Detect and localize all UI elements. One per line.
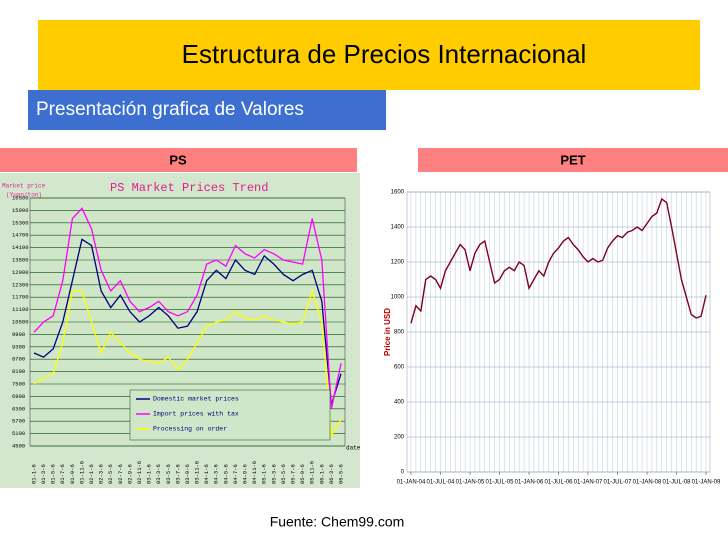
y-tick-label: 600 (394, 365, 405, 371)
ps-header: PS (169, 152, 187, 167)
y-tick-label: 8100 (12, 368, 25, 375)
x-tick-label: 05-1-6 (261, 464, 268, 484)
x-tick-label: 01-11-6 (78, 461, 85, 484)
legend-label: Import prices with tax (153, 411, 239, 418)
y-tick-label: 9300 (12, 343, 25, 350)
x-tick-label: 02-9-6 (126, 464, 133, 484)
slide-title: Estructura de Precios Internacional (182, 39, 587, 69)
ps-y-label: (Yuan/ton) (6, 192, 42, 199)
x-tick-label: 04-5-6 (222, 464, 229, 484)
y-tick-label: 5100 (12, 430, 25, 437)
pet-header-bar (418, 148, 728, 172)
x-tick-label: 01-JAN-06 (515, 480, 544, 486)
x-tick-label: 05-11-6 (309, 461, 316, 484)
x-tick-label: 01-JAN-08 (633, 480, 662, 486)
y-tick-label: 11100 (12, 306, 29, 313)
y-tick-label: 12900 (12, 269, 29, 276)
series-line (33, 288, 342, 438)
x-tick-label: 01-JAN-09 (692, 480, 721, 486)
x-tick-label: 04-9-6 (242, 464, 249, 484)
legend (129, 389, 331, 441)
y-tick-label: 12300 (12, 281, 29, 288)
title-bar (38, 20, 700, 90)
series-line (410, 197, 707, 324)
x-tick-label: 03-5-6 (165, 464, 172, 484)
x-tick-label: 05-7-6 (289, 464, 296, 484)
y-tick-label: 6900 (12, 393, 25, 400)
x-tick-label: 01-3-6 (40, 464, 47, 484)
y-tick-label: 15900 (12, 207, 29, 214)
x-tick-label: 01-7-6 (59, 464, 66, 484)
y-tick-label: 10500 (12, 318, 29, 325)
x-tick-label: 01-JUL-05 (485, 480, 514, 486)
x-tick-label: 02-5-6 (107, 464, 114, 484)
x-tick-label: 01-9-6 (69, 464, 76, 484)
x-tick-label: 01-JUL-06 (544, 480, 573, 486)
y-tick-label: 16500 (12, 194, 29, 201)
x-tick-label: 03-1-6 (146, 464, 153, 484)
x-tick-label: 04-3-6 (213, 464, 220, 484)
y-tick-label: 1000 (391, 295, 405, 301)
y-tick-label: 11700 (12, 294, 29, 301)
legend-label: Domestic market prices (153, 396, 239, 403)
series-line (33, 238, 342, 405)
y-tick-label: 4500 (12, 442, 25, 449)
x-tick-label: 05-9-6 (299, 464, 306, 484)
x-tick-label: 01-JUL-04 (426, 480, 455, 486)
x-tick-label: 01-1-6 (30, 464, 37, 484)
x-tick-label: 01-JAN-05 (456, 480, 485, 486)
x-tick-label: 01-JUL-07 (603, 480, 632, 486)
x-tick-label: 02-11-6 (136, 461, 143, 484)
y-tick-label: 400 (394, 400, 405, 406)
y-tick-label: 8700 (12, 356, 25, 363)
y-tick-label: 14100 (12, 244, 29, 251)
y-tick-label: 1600 (391, 190, 405, 196)
y-tick-label: 1400 (391, 225, 405, 231)
pet-header: PET (560, 152, 585, 167)
legend-label: Processing on order (153, 426, 227, 433)
x-tick-label: 06-3-6 (328, 464, 335, 484)
x-tick-label: 03-3-6 (155, 464, 162, 484)
y-tick-label: 9900 (12, 331, 25, 338)
ps-y-label: Market price (2, 183, 46, 190)
y-tick-label: 14700 (12, 232, 29, 239)
x-tick-label: 05-3-6 (270, 464, 277, 484)
x-tick-label: 01-JAN-07 (574, 480, 603, 486)
y-tick-label: 13500 (12, 256, 29, 263)
subtitle-bar (28, 90, 386, 130)
x-tick-label: 06-5-6 (337, 464, 344, 484)
y-tick-label: 5700 (12, 418, 25, 425)
x-tick-label: 04-11-6 (251, 461, 258, 484)
y-tick-label: 1200 (391, 260, 405, 266)
x-tick-label: 04-1-6 (203, 464, 210, 484)
x-tick-label: 03-11-6 (194, 461, 201, 484)
x-tick-label: 01-5-6 (50, 464, 57, 484)
x-tick-label: 03-9-6 (184, 464, 191, 484)
x-tick-label: 02-7-6 (117, 464, 124, 484)
ps-title: PS Market Prices Trend (110, 181, 268, 195)
pet-y-label: Price in USD (383, 308, 392, 356)
ps-header-bar (0, 148, 357, 172)
series-line (33, 207, 342, 409)
x-tick-label: 03-7-6 (174, 464, 181, 484)
x-tick-label: 05-5-6 (280, 464, 287, 484)
y-tick-label: 7500 (12, 380, 25, 387)
y-tick-label: 200 (394, 435, 405, 441)
x-tick-label: 06-1-6 (318, 464, 325, 484)
x-tick-label: 01-JUL-08 (662, 480, 691, 486)
y-tick-label: 0 (401, 470, 405, 476)
x-tick-label: 01-JAN-04 (397, 480, 426, 486)
y-tick-label: 15300 (12, 219, 29, 226)
y-tick-label: 6300 (12, 405, 25, 412)
x-tick-label: 04-7-6 (232, 464, 239, 484)
x-tick-label: 02-1-6 (88, 464, 95, 484)
subtitle: Presentación grafica de Valores (36, 99, 304, 120)
ps-x-label: date (346, 445, 361, 452)
x-tick-label: 02-3-6 (98, 464, 105, 484)
y-tick-label: 800 (394, 330, 405, 336)
source: Fuente: Chem99.com (270, 514, 405, 530)
